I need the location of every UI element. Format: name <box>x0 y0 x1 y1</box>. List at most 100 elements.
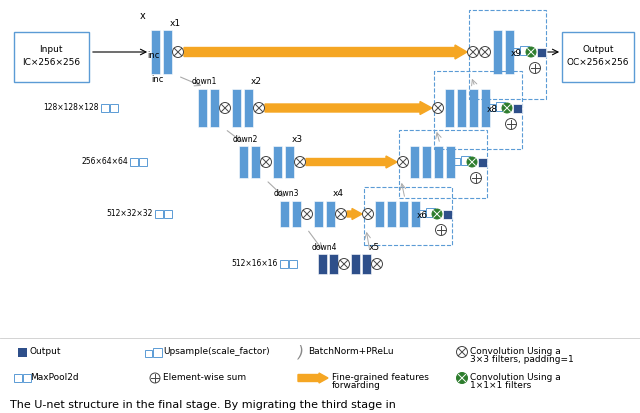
Bar <box>155 210 163 218</box>
Bar <box>387 201 396 227</box>
Bar <box>453 157 460 164</box>
Circle shape <box>253 102 264 114</box>
Text: Fine-grained features: Fine-grained features <box>332 373 429 382</box>
Circle shape <box>339 259 349 270</box>
Circle shape <box>479 47 490 57</box>
Bar <box>243 89 253 127</box>
Circle shape <box>467 47 479 57</box>
Text: x2: x2 <box>250 78 262 86</box>
Circle shape <box>456 373 467 384</box>
Bar <box>232 89 241 127</box>
Bar <box>488 104 495 111</box>
Circle shape <box>150 373 160 383</box>
Text: x: x <box>140 11 146 21</box>
Circle shape <box>506 119 516 130</box>
Bar <box>433 146 442 178</box>
Bar <box>513 104 522 112</box>
Circle shape <box>173 47 184 57</box>
Bar <box>512 47 519 55</box>
Bar <box>250 146 259 178</box>
Text: inc: inc <box>151 76 163 85</box>
Circle shape <box>529 62 541 74</box>
FancyArrow shape <box>298 373 328 383</box>
Text: x4: x4 <box>333 190 344 199</box>
Bar <box>442 209 451 218</box>
Bar <box>164 210 172 218</box>
Text: 512×32×32: 512×32×32 <box>107 209 153 218</box>
FancyArrow shape <box>347 209 362 219</box>
Bar <box>399 130 487 198</box>
Bar <box>317 254 326 274</box>
Text: Element-wise sum: Element-wise sum <box>163 373 246 382</box>
Circle shape <box>435 225 447 235</box>
Text: Input
IC×256×256: Input IC×256×256 <box>22 45 80 67</box>
Bar <box>418 209 425 216</box>
Circle shape <box>433 102 444 114</box>
Text: x8: x8 <box>486 105 497 114</box>
Bar <box>14 374 22 382</box>
Text: down4: down4 <box>311 242 337 252</box>
Bar <box>468 89 477 127</box>
Circle shape <box>470 173 481 183</box>
Bar <box>469 10 546 99</box>
Text: 256×64×64: 256×64×64 <box>81 157 128 166</box>
Bar <box>110 104 118 112</box>
Bar <box>434 71 522 149</box>
Circle shape <box>467 157 477 167</box>
Bar <box>280 201 289 227</box>
Bar <box>289 260 297 268</box>
FancyArrow shape <box>265 102 432 114</box>
Text: Output: Output <box>30 347 61 356</box>
FancyArrow shape <box>306 156 397 168</box>
Bar <box>504 30 513 74</box>
Bar <box>130 158 138 166</box>
Text: 512×16×16: 512×16×16 <box>232 259 278 268</box>
Bar <box>536 47 545 57</box>
Text: forwarding: forwarding <box>332 382 381 391</box>
Text: 1×1×1 filters: 1×1×1 filters <box>470 382 531 391</box>
Bar <box>374 201 383 227</box>
Circle shape <box>456 347 467 358</box>
FancyArrow shape <box>184 45 467 59</box>
Text: Upsample(scale_factor): Upsample(scale_factor) <box>163 347 269 356</box>
Text: x6: x6 <box>417 211 428 221</box>
Bar <box>461 156 470 164</box>
Text: Convolution Using a: Convolution Using a <box>470 347 561 356</box>
Text: MaxPool2d: MaxPool2d <box>30 373 79 382</box>
Bar <box>410 146 419 178</box>
Circle shape <box>362 209 374 219</box>
Bar <box>145 349 152 356</box>
Bar <box>209 89 218 127</box>
Text: Convolution Using a: Convolution Using a <box>470 373 561 382</box>
Circle shape <box>502 103 512 113</box>
Circle shape <box>294 157 305 168</box>
Text: x9: x9 <box>511 50 522 59</box>
Text: 128×128×128: 128×128×128 <box>44 104 99 112</box>
Bar <box>139 158 147 166</box>
Bar <box>291 201 301 227</box>
Bar <box>101 104 109 112</box>
Bar <box>239 146 248 178</box>
Text: The U-net structure in the final stage. By migrating the third stage in: The U-net structure in the final stage. … <box>10 400 396 410</box>
Bar <box>280 260 288 268</box>
Bar <box>477 157 486 166</box>
Bar <box>328 254 337 274</box>
Bar <box>445 89 454 127</box>
Circle shape <box>371 259 383 270</box>
Bar <box>351 254 360 274</box>
Bar <box>273 146 282 178</box>
Bar <box>456 89 465 127</box>
Bar <box>481 89 490 127</box>
Text: x5: x5 <box>369 242 380 252</box>
Circle shape <box>220 102 230 114</box>
Circle shape <box>397 157 408 168</box>
Bar <box>326 201 335 227</box>
Bar <box>493 30 502 74</box>
Bar <box>364 187 452 245</box>
Text: down3: down3 <box>273 190 299 199</box>
Bar <box>422 146 431 178</box>
Bar <box>562 32 634 82</box>
Bar <box>14 32 89 82</box>
Bar <box>496 102 505 111</box>
Bar <box>163 30 172 74</box>
